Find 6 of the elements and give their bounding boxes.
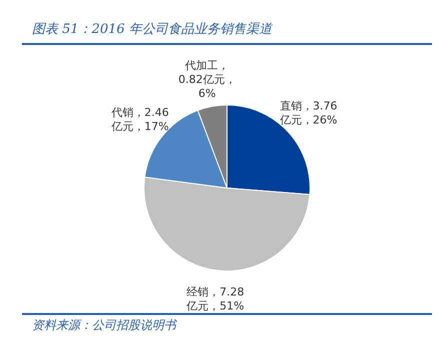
chart-title: 图表 51：2016 年公司食品业务销售渠道 <box>31 21 274 38</box>
slice-label: 代加工， 0.82亿元， 6% <box>178 58 236 100</box>
slice-label: 经销，7.28 亿元，51% <box>186 284 244 312</box>
slice-label: 代销，2.46 亿元，17% <box>110 105 169 132</box>
slice-label: 直销，3.76 亿元，26% <box>278 99 338 126</box>
text: 资料来源：公司招股说明书 <box>31 317 178 334</box>
